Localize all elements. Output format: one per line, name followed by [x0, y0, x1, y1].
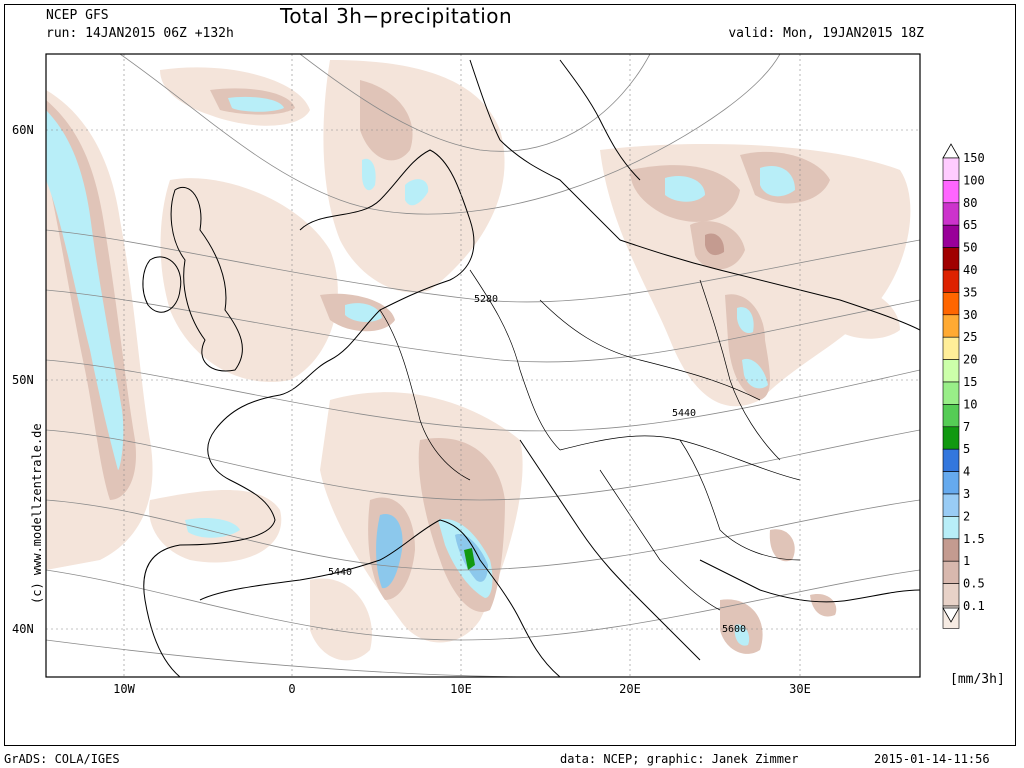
legend-level-label: 5: [963, 442, 970, 456]
legend-swatch: [942, 404, 960, 428]
lon-label-0: 0: [288, 682, 295, 696]
legend-swatch: [942, 560, 960, 584]
legend-swatch: [942, 336, 960, 360]
legend-level-label: 30: [963, 308, 977, 322]
legend-swatch: [942, 538, 960, 562]
coastlines: [142, 59, 920, 677]
legend-swatch: [942, 493, 960, 517]
legend-swatch: [942, 180, 960, 204]
legend-level-label: 40: [963, 263, 977, 277]
contour-label: 5440: [328, 567, 352, 578]
map-border: [45, 53, 921, 678]
lat-label-60n: 60N: [12, 123, 34, 137]
legend-swatch: [942, 202, 960, 226]
legend-level-label: 20: [963, 353, 977, 367]
figure-frame: [4, 4, 1016, 746]
legend-level-label: 0.5: [963, 577, 985, 591]
lon-label-10w: 10W: [113, 682, 135, 696]
legend-swatch: [942, 247, 960, 271]
lat-lon-grid: [46, 54, 920, 677]
contour-label: 5280: [474, 294, 498, 305]
lat-label-40n: 40N: [12, 622, 34, 636]
lat-labels: 60N 50N 40N: [12, 123, 34, 636]
borders: [379, 269, 801, 611]
legend-level-label: 4: [963, 465, 970, 479]
legend-level-label: 80: [963, 196, 977, 210]
copyright-text: (c) www.modellzentrale.de: [30, 423, 44, 604]
legend-units: [mm/3h]: [950, 672, 1005, 687]
legend-level-label: 7: [963, 420, 970, 434]
legend-level-label: 1.5: [963, 532, 985, 546]
lon-labels: 10W 0 10E 20E 30E: [113, 682, 811, 696]
legend-swatch: [942, 359, 960, 383]
legend-level-label: 1: [963, 554, 970, 568]
data-credit: data: NCEP; graphic: Janek Zimmer: [560, 752, 799, 766]
lat-label-50n: 50N: [12, 373, 34, 387]
legend-swatch: [942, 381, 960, 405]
legend-level-label: 35: [963, 285, 977, 299]
software-credit: GrADS: COLA/IGES: [4, 752, 120, 766]
legend-swatch: [942, 269, 960, 293]
legend-swatch: [942, 314, 960, 338]
legend-level-label: 3: [963, 487, 970, 501]
legend-swatch: [942, 426, 960, 450]
legend-swatch: [942, 583, 960, 607]
legend-level-label: 65: [963, 218, 977, 232]
generation-timestamp: 2015-01-14-11:56: [874, 752, 990, 766]
legend-swatch: [942, 448, 960, 472]
contour-label: 5600: [722, 624, 746, 635]
legend-swatch: [942, 471, 960, 495]
legend-level-label: 0.1: [963, 599, 985, 613]
precip-field: [46, 54, 920, 677]
legend-level-label: 150: [963, 151, 985, 165]
legend-level-label: 15: [963, 375, 977, 389]
legend-swatch: [942, 157, 960, 181]
legend-level-label: 100: [963, 173, 985, 187]
legend-arrow-down: [942, 607, 960, 623]
legend-level-label: 50: [963, 241, 977, 255]
legend-arrow-up: [942, 143, 960, 159]
map-title: Total 3h−precipitation: [280, 4, 513, 28]
contour-label: 5440: [672, 408, 696, 419]
legend-swatch: [942, 224, 960, 248]
legend-swatch: [942, 516, 960, 540]
contour-labels: 5280 5440 5440 5600: [328, 294, 746, 635]
model-name: NCEP GFS: [46, 8, 109, 23]
legend-level-label: 25: [963, 330, 977, 344]
run-info: run: 14JAN2015 06Z +132h: [46, 26, 234, 41]
valid-time: valid: Mon, 19JAN2015 18Z: [728, 26, 924, 41]
precip-legend: 150 100 80 65 50 40 35 30 25 20 15 10 7 5 4 3 2 1.5 1 0.5 0.…: [942, 143, 985, 629]
legend-level-label: 10: [963, 397, 977, 411]
lon-label-20e: 20E: [619, 682, 641, 696]
legend-level-label: 2: [963, 509, 970, 523]
lon-label-10e: 10E: [450, 682, 472, 696]
legend-swatch: [942, 292, 960, 316]
lon-label-30e: 30E: [789, 682, 811, 696]
